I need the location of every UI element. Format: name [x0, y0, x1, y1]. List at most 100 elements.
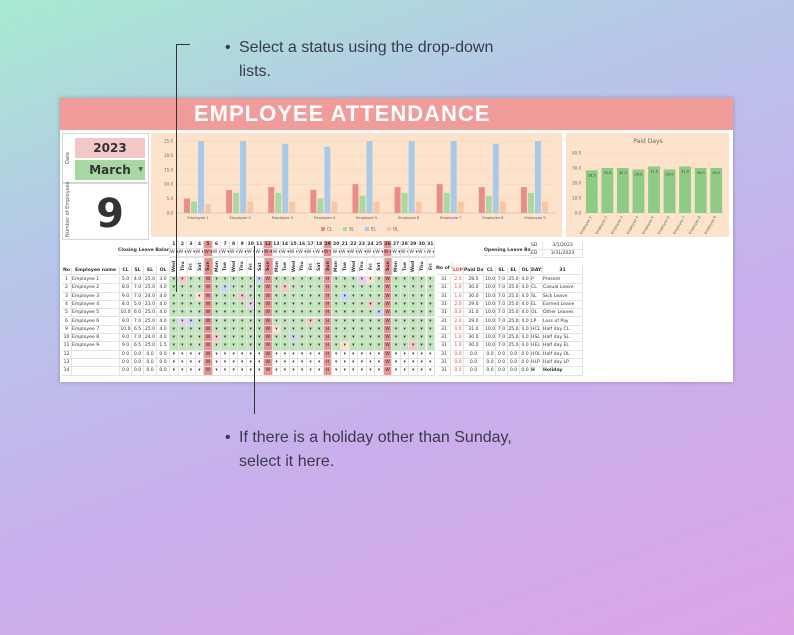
- employee-name[interactable]: Employee 9: [72, 342, 120, 351]
- attendance-status-dropdown[interactable]: ▾: [366, 276, 376, 285]
- attendance-status-dropdown[interactable]: ▾: [298, 350, 307, 359]
- attendance-status-dropdown[interactable]: ▾: [221, 317, 230, 326]
- attendance-status-dropdown[interactable]: ▾: [255, 325, 265, 335]
- attendance-status-dropdown[interactable]: H: [323, 284, 333, 293]
- attendance-status-dropdown[interactable]: ▾: [358, 350, 367, 359]
- attendance-status-dropdown[interactable]: H: [323, 300, 333, 310]
- attendance-status-dropdown[interactable]: W: [264, 325, 273, 335]
- attendance-status-dropdown[interactable]: ▾: [341, 350, 350, 359]
- attendance-status-dropdown[interactable]: ▾: [417, 350, 427, 359]
- attendance-status-dropdown[interactable]: ▾: [375, 342, 384, 351]
- attendance-status-dropdown[interactable]: ▾: [332, 359, 341, 368]
- attendance-status-dropdown[interactable]: ▾: [170, 350, 179, 359]
- attendance-status-dropdown[interactable]: ▾: [400, 284, 410, 293]
- attendance-status-dropdown[interactable]: ▾: [272, 350, 282, 359]
- week-status-dropdown[interactable]: W ▾: [187, 249, 196, 257]
- attendance-status-dropdown[interactable]: ▾: [221, 334, 230, 343]
- week-status-dropdown[interactable]: W ▾: [264, 249, 273, 257]
- attendance-status-dropdown[interactable]: ▾: [315, 325, 324, 335]
- attendance-status-dropdown[interactable]: ▾: [341, 300, 350, 310]
- week-status-dropdown[interactable]: W ▾: [349, 249, 359, 257]
- attendance-status-dropdown[interactable]: ▾: [332, 300, 341, 310]
- attendance-status-dropdown[interactable]: ▾: [212, 367, 222, 376]
- attendance-status-dropdown[interactable]: W: [383, 325, 393, 335]
- attendance-status-dropdown[interactable]: H: [323, 342, 333, 351]
- attendance-status-dropdown[interactable]: ▾: [255, 309, 265, 318]
- attendance-status-dropdown[interactable]: ▾: [409, 284, 418, 293]
- attendance-status-dropdown[interactable]: ▾: [246, 300, 256, 310]
- attendance-status-dropdown[interactable]: ▾: [306, 284, 316, 293]
- attendance-status-dropdown[interactable]: ▾: [426, 359, 436, 368]
- attendance-status-dropdown[interactable]: ▾: [392, 309, 401, 318]
- attendance-status-dropdown[interactable]: ▾: [272, 300, 282, 310]
- attendance-status-dropdown[interactable]: ▾: [170, 276, 179, 285]
- attendance-status-dropdown[interactable]: ▾: [289, 342, 299, 351]
- attendance-status-dropdown[interactable]: ▾: [426, 350, 436, 359]
- attendance-status-dropdown[interactable]: ▾: [392, 292, 401, 301]
- attendance-status-dropdown[interactable]: ▾: [426, 317, 436, 326]
- attendance-status-dropdown[interactable]: ▾: [417, 276, 427, 285]
- attendance-status-dropdown[interactable]: ▾: [281, 309, 290, 318]
- attendance-status-dropdown[interactable]: W: [204, 350, 213, 359]
- employee-name[interactable]: [72, 350, 120, 359]
- attendance-status-dropdown[interactable]: ▾: [375, 317, 384, 326]
- attendance-status-dropdown[interactable]: ▾: [255, 276, 265, 285]
- attendance-status-dropdown[interactable]: ▾: [281, 325, 290, 335]
- attendance-status-dropdown[interactable]: ▾: [332, 350, 341, 359]
- week-status-dropdown[interactable]: W ▾: [229, 249, 239, 257]
- attendance-status-dropdown[interactable]: ▾: [229, 276, 239, 285]
- attendance-status-dropdown[interactable]: ▾: [315, 292, 324, 301]
- attendance-status-dropdown[interactable]: ▾: [298, 300, 307, 310]
- attendance-status-dropdown[interactable]: ▾: [358, 359, 367, 368]
- attendance-status-dropdown[interactable]: ▾: [178, 317, 188, 326]
- attendance-status-dropdown[interactable]: ▾: [298, 359, 307, 368]
- attendance-status-dropdown[interactable]: ▾: [366, 317, 376, 326]
- attendance-status-dropdown[interactable]: ▾: [400, 300, 410, 310]
- attendance-status-dropdown[interactable]: ▾: [349, 276, 359, 285]
- attendance-status-dropdown[interactable]: ▾: [195, 350, 205, 359]
- year-field[interactable]: 2023: [75, 138, 145, 158]
- attendance-status-dropdown[interactable]: ▾: [229, 350, 239, 359]
- attendance-status-dropdown[interactable]: ▾: [229, 342, 239, 351]
- attendance-status-dropdown[interactable]: ▾: [272, 334, 282, 343]
- attendance-status-dropdown[interactable]: ▾: [332, 309, 341, 318]
- attendance-status-dropdown[interactable]: ▾: [195, 309, 205, 318]
- attendance-status-dropdown[interactable]: ▾: [238, 342, 247, 351]
- week-status-dropdown[interactable]: W ▾: [358, 249, 367, 257]
- attendance-status-dropdown[interactable]: W: [204, 317, 213, 326]
- attendance-status-dropdown[interactable]: ▾: [341, 309, 350, 318]
- attendance-status-dropdown[interactable]: ▾: [178, 334, 188, 343]
- attendance-status-dropdown[interactable]: H: [323, 309, 333, 318]
- attendance-status-dropdown[interactable]: ▾: [375, 367, 384, 376]
- attendance-status-dropdown[interactable]: ▾: [255, 334, 265, 343]
- attendance-status-dropdown[interactable]: ▾: [212, 317, 222, 326]
- attendance-status-dropdown[interactable]: ▾: [289, 292, 299, 301]
- employee-name[interactable]: Employee 5: [72, 309, 120, 318]
- attendance-status-dropdown[interactable]: ▾: [409, 317, 418, 326]
- attendance-status-dropdown[interactable]: ▾: [358, 300, 367, 310]
- attendance-status-dropdown[interactable]: ▾: [426, 276, 436, 285]
- attendance-status-dropdown[interactable]: H: [323, 317, 333, 326]
- attendance-status-dropdown[interactable]: ▾: [187, 367, 196, 376]
- attendance-status-dropdown[interactable]: ▾: [281, 359, 290, 368]
- week-status-dropdown[interactable]: W ▾: [281, 249, 290, 257]
- attendance-status-dropdown[interactable]: ▾: [306, 309, 316, 318]
- attendance-status-dropdown[interactable]: ▾: [212, 284, 222, 293]
- attendance-status-dropdown[interactable]: ▾: [281, 350, 290, 359]
- attendance-status-dropdown[interactable]: ▾: [229, 367, 239, 376]
- attendance-status-dropdown[interactable]: W: [264, 334, 273, 343]
- attendance-status-dropdown[interactable]: ▾: [212, 350, 222, 359]
- attendance-status-dropdown[interactable]: ▾: [246, 342, 256, 351]
- attendance-status-dropdown[interactable]: ▾: [195, 359, 205, 368]
- attendance-status-dropdown[interactable]: ▾: [187, 334, 196, 343]
- attendance-status-dropdown[interactable]: ▾: [375, 276, 384, 285]
- attendance-status-dropdown[interactable]: ▾: [409, 325, 418, 335]
- week-status-dropdown[interactable]: W ▾: [238, 249, 247, 257]
- attendance-status-dropdown[interactable]: ▾: [341, 367, 350, 376]
- attendance-status-dropdown[interactable]: ▾: [349, 284, 359, 293]
- attendance-status-dropdown[interactable]: W: [383, 342, 393, 351]
- attendance-status-dropdown[interactable]: ▾: [272, 284, 282, 293]
- attendance-status-dropdown[interactable]: ▾: [212, 325, 222, 335]
- attendance-status-dropdown[interactable]: W: [264, 276, 273, 285]
- attendance-status-dropdown[interactable]: ▾: [195, 317, 205, 326]
